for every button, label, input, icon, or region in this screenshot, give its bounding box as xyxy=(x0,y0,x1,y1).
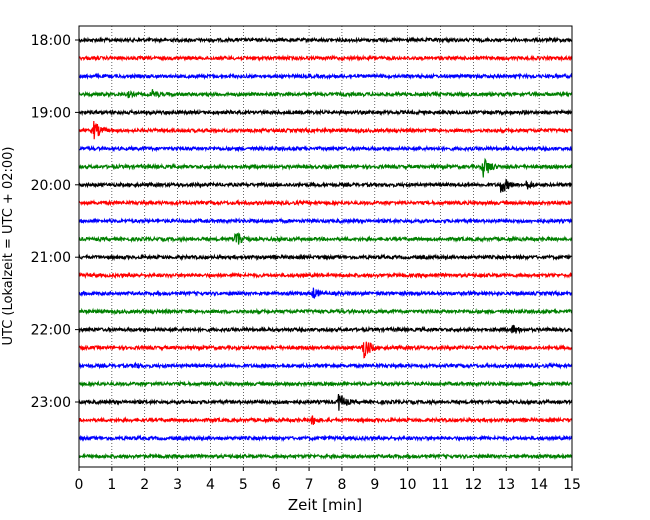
seismogram-trace xyxy=(78,120,573,140)
x-tick-label: 4 xyxy=(206,477,215,493)
x-tick-label: 7 xyxy=(305,477,314,493)
y-tick-label: 18:00 xyxy=(31,33,71,49)
x-tick-label: 0 xyxy=(75,477,84,493)
seismogram-trace xyxy=(78,157,573,178)
y-tick-label: 19:00 xyxy=(31,105,71,121)
x-tick-label: 10 xyxy=(399,477,417,493)
seismogram-trace xyxy=(78,231,573,245)
seismogram-trace xyxy=(78,341,573,359)
y-tick-label: 20:00 xyxy=(31,178,71,194)
seismogram-trace xyxy=(78,217,573,225)
x-tick-label: 8 xyxy=(337,477,346,493)
seismogram-trace xyxy=(78,324,573,335)
seismogram-trace xyxy=(78,72,573,81)
x-tick-label: 15 xyxy=(563,477,581,493)
seismogram-trace xyxy=(78,178,573,193)
seismogram-trace xyxy=(78,271,573,280)
seismogram-traces xyxy=(78,36,573,461)
seismogram-trace xyxy=(78,253,573,262)
x-tick-label: 14 xyxy=(530,477,548,493)
x-axis-ticks: 0 1 2 3 4 5 6 7 8 9 10 11 12 13 14 15 xyxy=(75,467,581,493)
y-axis-ticks: 18:00 19:00 20:00 21:00 22:00 23:00 xyxy=(31,33,79,411)
y-tick-label: 21:00 xyxy=(31,250,71,266)
x-tick-label: 6 xyxy=(272,477,281,493)
y-axis-label: UTC (Lokalzeit = UTC + 02:00) xyxy=(1,147,16,346)
seismogram-trace xyxy=(78,89,573,99)
seismogram-trace xyxy=(78,198,573,207)
seismogram-trace xyxy=(78,108,573,117)
seismogram-trace xyxy=(78,287,573,299)
seismogram-trace xyxy=(78,415,573,425)
y-tick-label: 22:00 xyxy=(31,323,71,339)
seismogram-trace xyxy=(78,361,573,370)
seismogram-trace xyxy=(78,54,573,63)
y-tick-label: 23:00 xyxy=(31,395,71,411)
seismogram-trace xyxy=(78,393,573,411)
x-tick-label: 11 xyxy=(432,477,450,493)
seismogram-trace xyxy=(78,144,573,153)
seismogram-trace xyxy=(78,36,573,44)
x-tick-label: 13 xyxy=(497,477,515,493)
seismogram-trace xyxy=(78,379,573,388)
x-tick-label: 3 xyxy=(173,477,182,493)
x-tick-label: 5 xyxy=(239,477,248,493)
plot-frame xyxy=(78,25,573,468)
seismogram-trace xyxy=(78,434,573,443)
x-tick-label: 9 xyxy=(370,477,379,493)
x-tick-label: 12 xyxy=(464,477,482,493)
seismogram-trace xyxy=(78,307,573,316)
x-tick-label: 2 xyxy=(140,477,149,493)
x-axis-label: Zeit [min] xyxy=(288,496,362,514)
x-tick-label: 1 xyxy=(107,477,116,493)
seismogram-trace xyxy=(78,452,573,461)
